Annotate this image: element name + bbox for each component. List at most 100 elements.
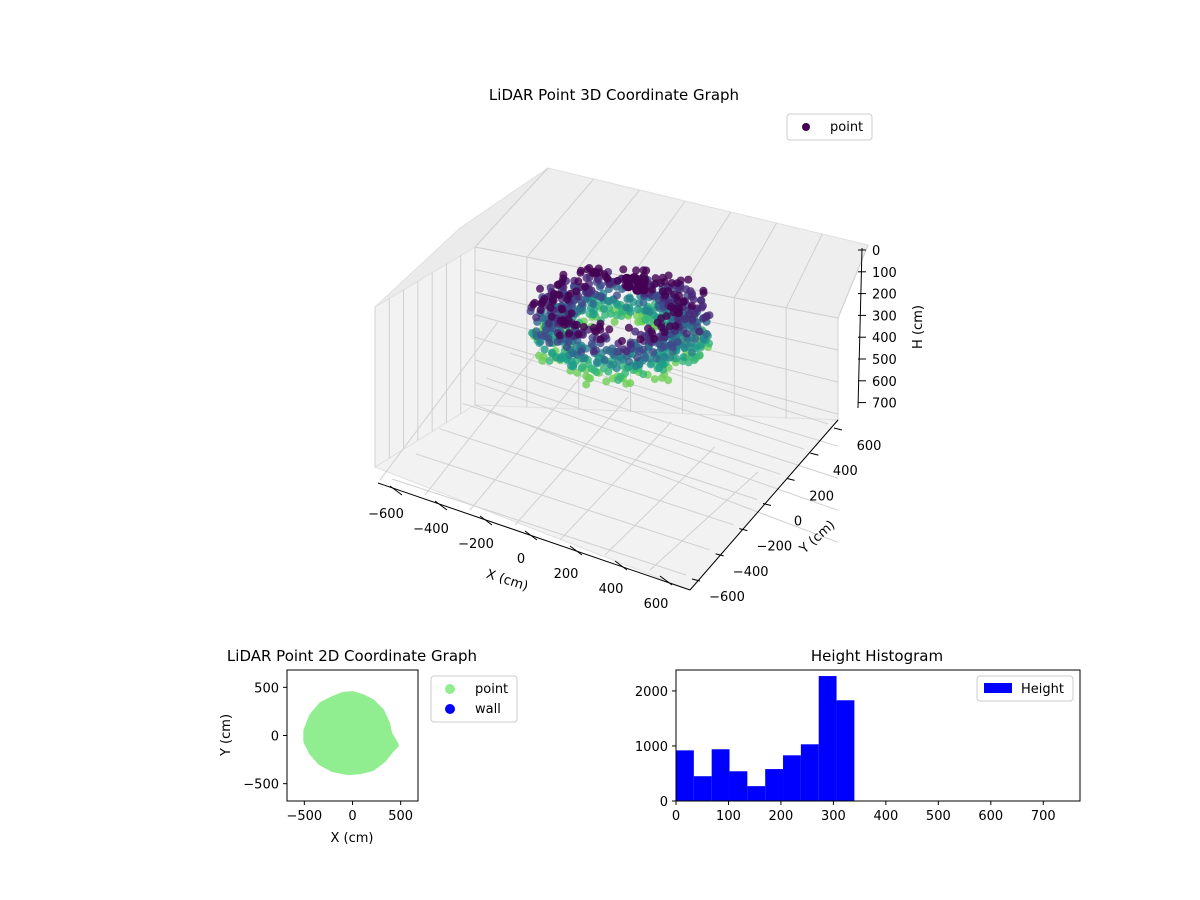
x-tick-label-2d: 500 (388, 809, 413, 824)
lidar-point-3d (567, 357, 576, 366)
y-tick-label-2d: 500 (254, 681, 279, 696)
x-tick-label-3d: −400 (413, 522, 449, 537)
lidar-point-3d (659, 342, 668, 351)
legend-3d: point (786, 113, 873, 141)
y-tick-mark-3d (833, 427, 843, 431)
lidar-point-3d (682, 329, 691, 338)
x-axis-label-3d: X (cm) (484, 567, 530, 595)
hist-x-tick-label: 0 (672, 809, 680, 824)
lidar-point-3d (626, 340, 635, 349)
lidar-point-3d (698, 301, 707, 310)
lidar-point-3d (610, 317, 619, 326)
lidar-point-3d (537, 299, 546, 308)
point-region-2d (303, 691, 399, 776)
lidar-point-3d (579, 354, 588, 363)
y-tick-mark-3d (786, 477, 795, 481)
lidar-point-3d (570, 320, 579, 329)
y-tick-mark-3d (715, 553, 724, 557)
hist-y-tick-label: 2000 (635, 685, 668, 700)
lidar-point-3d (619, 345, 628, 354)
lidar-point-3d (589, 323, 598, 332)
lidar-point-3d (545, 319, 553, 328)
lidar-point-3d (691, 334, 700, 343)
lidar-point-3d (690, 356, 699, 365)
lidar-point-3d (596, 335, 605, 344)
lidar-point-3d (652, 354, 661, 363)
lidar-point-3d (577, 347, 586, 356)
x-tick-mark-3d (524, 530, 538, 541)
histogram-bar (676, 750, 694, 801)
lidar-point-3d (676, 276, 685, 285)
lidar-point-3d (660, 352, 668, 361)
lidar-point-3d (666, 340, 675, 349)
lidar-point-3d (658, 373, 666, 382)
x-axis-line (377, 482, 691, 591)
ticks-2d: −500 0 500 −500 0 500 (243, 681, 413, 824)
lidar-point-3d (600, 355, 609, 364)
lidar-point-3d (552, 290, 561, 299)
z-tick-label-3d: 200 (872, 288, 897, 303)
lidar-point-3d (631, 327, 640, 336)
point-cloud-3d (526, 264, 714, 389)
hist-x-tick-label: 100 (716, 809, 741, 824)
lidar-point-3d (586, 374, 595, 383)
lidar-point-3d (596, 319, 605, 328)
y-tick-mark-3d (691, 578, 701, 582)
lidar-point-3d (632, 266, 641, 275)
lidar-point-3d (577, 266, 585, 275)
legend-3d-label: point (830, 120, 863, 135)
lidar-point-3d (651, 274, 660, 283)
y-tick-label-3d: 600 (857, 439, 882, 454)
lidar-point-3d (639, 370, 648, 379)
hist-x-tick-label: 600 (978, 809, 1003, 824)
x-tick-mark-3d (659, 575, 673, 586)
y-tick-mark-3d (739, 528, 748, 532)
lidar-point-3d (563, 295, 572, 304)
histogram-bar (693, 776, 712, 801)
hist-y-tick-label: 1000 (635, 740, 668, 755)
lidar-point-3d (618, 337, 626, 345)
lidar-point-3d (613, 291, 621, 300)
x-tick-mark-3d (569, 545, 583, 556)
lidar-point-3d (577, 299, 586, 308)
hist-x-tick-label: 500 (926, 809, 951, 824)
hist-x-tick-label: 200 (769, 809, 794, 824)
lidar-point-3d (687, 302, 696, 310)
lidar-point-3d (621, 273, 632, 284)
hist-y-tick-label: 0 (660, 795, 668, 810)
lidar-point-3d (672, 354, 680, 363)
lidar-point-3d (606, 360, 615, 369)
lidar-point-3d (566, 289, 575, 298)
chart-3d-title: LiDAR Point 3D Coordinate Graph (489, 86, 739, 104)
lidar-point-3d (604, 297, 613, 306)
lidar-point-3d (582, 380, 591, 389)
lidar-point-3d (579, 323, 588, 331)
lidar-point-3d (547, 312, 556, 321)
lidar-point-3d (600, 304, 608, 313)
z-tick-label-3d: 100 (872, 266, 897, 281)
histogram-ticks: 0 100 200 300 400 500 600 700 0 1000 2000 (635, 685, 1056, 824)
lidar-point-3d (587, 340, 596, 348)
lidar-point-3d (673, 309, 682, 318)
lidar-point-3d (622, 303, 631, 312)
lidar-point-3d (540, 345, 549, 354)
lidar-point-3d (664, 287, 673, 296)
y-axis-label-3d: Y (cm) (796, 518, 838, 558)
z-tick-label-3d: 400 (872, 331, 897, 346)
pane-floor (373, 404, 840, 591)
lidar-point-3d (634, 279, 645, 290)
lidar-point-3d (612, 364, 621, 373)
lidar-point-3d (639, 298, 648, 307)
histogram-bar (783, 755, 801, 801)
chart-2d-title: LiDAR Point 2D Coordinate Graph (227, 647, 477, 665)
histogram-bar (747, 786, 766, 801)
hist-x-tick-label: 400 (873, 809, 898, 824)
lidar-point-3d (645, 318, 654, 327)
lidar-point-3d (666, 353, 674, 362)
lidar-point-3d (673, 296, 682, 305)
histogram-bar (765, 769, 784, 801)
lidar-point-3d (555, 331, 564, 340)
x-tick-label-2d: 0 (348, 809, 356, 824)
lidar-point-3d (623, 281, 634, 292)
